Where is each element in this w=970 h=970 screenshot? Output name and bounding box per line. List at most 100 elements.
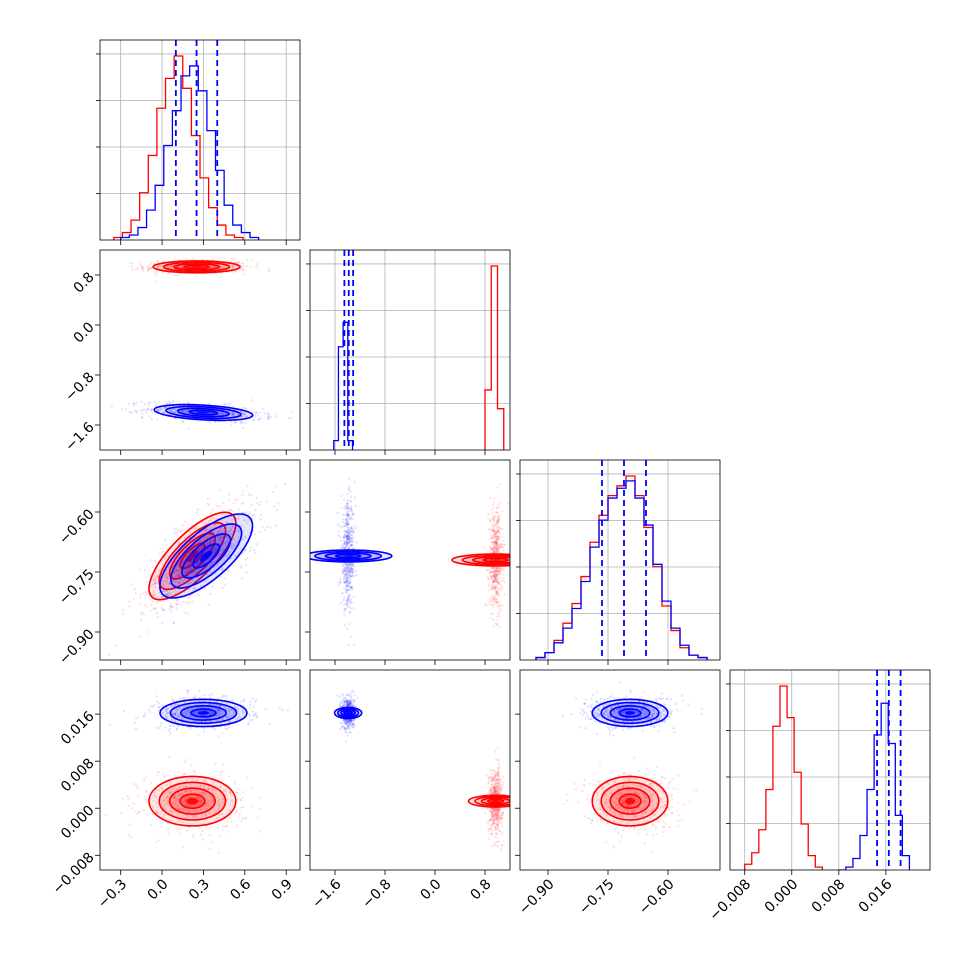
scatter-point [108,653,111,657]
histogram-blue [535,480,708,660]
scatter-point [492,792,495,795]
scatter-point [150,603,153,607]
scatter-point [157,812,160,815]
scatter-point [185,546,188,549]
scatter-point [490,576,493,579]
scatter-point [173,802,176,805]
scatter-point [259,531,262,534]
scatter-point [205,801,208,804]
scatter-point [497,790,500,793]
scatter-point [242,699,245,702]
scatter-point [187,803,190,806]
scatter-point [221,566,224,570]
scatter-point [227,569,230,573]
scatter-point [347,532,350,535]
scatter-point [162,704,165,707]
scatter-point [198,541,202,544]
scatter-point [217,704,221,708]
scatter-point [179,794,182,798]
scatter-point [493,573,496,576]
scatter-point [227,830,230,833]
scatter-point [493,534,496,538]
scatter-point [498,809,501,813]
scatter-point [210,546,213,549]
scatter-point [500,546,503,549]
scatter-point [278,707,281,710]
scatter-point [354,504,357,507]
scatter-point [262,407,265,410]
scatter-point [194,771,197,774]
scatter-point [492,777,495,781]
scatter-point [189,697,192,700]
scatter-point [347,541,350,544]
scatter-point [495,540,498,543]
scatter-point [498,788,501,792]
scatter-point [493,785,496,788]
scatter-point [147,407,150,410]
scatter-point [148,583,151,586]
scatter-point [498,546,502,549]
scatter-point [494,816,497,819]
scatter-point [207,603,210,606]
scatter-point [178,715,181,718]
scatter-point [222,695,225,698]
scatter-point [490,807,493,810]
scatter-point [491,808,495,811]
scatter-point [349,505,352,508]
scatter-point [494,601,497,604]
scatter-point [255,698,258,701]
scatter-point [497,580,500,583]
scatter-point [346,598,349,602]
scatter-point [487,777,490,780]
scatter-point [499,570,502,573]
scatter-point [182,421,185,424]
scatter-point [164,406,167,409]
scatter-point [488,837,491,841]
scatter-point [208,834,211,837]
scatter-point [496,515,499,518]
scatter-point [347,566,350,569]
scatter-point [338,695,341,698]
scatter-point [346,523,349,526]
scatter-point [153,578,156,581]
scatter-point [345,544,348,547]
scatter-point [165,593,168,596]
scatter-point [161,621,164,625]
scatter-point [177,803,180,807]
scatter-point [167,567,170,570]
scatter-point [487,792,490,795]
scatter-point [156,574,159,577]
scatter-point [184,520,187,523]
scatter-point [346,569,349,572]
scatter-point [345,579,348,582]
scatter-point [186,692,189,695]
scatter-point [219,722,222,726]
scatter-point [348,540,351,543]
scatter-point [189,714,192,717]
scatter-point [230,708,233,712]
scatter-point [174,712,177,715]
scatter-point [347,597,350,600]
joint-panel-1-0 [99,249,301,451]
scatter-point [187,596,191,599]
scatter-point [204,528,207,531]
scatter-point [236,517,239,520]
scatter-point [496,530,499,533]
scatter-point [119,812,123,815]
scatter-point [346,540,349,543]
scatter-point [149,609,152,612]
scatter-point [168,595,172,598]
scatter-point [241,406,244,409]
scatter-point [495,782,498,785]
scatter-point [209,795,212,798]
scatter-point [499,578,502,582]
scatter-point [486,782,489,785]
scatter-point [212,703,215,706]
scatter-point [195,795,199,798]
scatter-point [230,708,233,711]
scatter-point [161,609,164,612]
scatter-point [491,580,494,584]
scatter-point [192,588,195,591]
scatter-point [494,568,498,571]
scatter-point [267,412,270,415]
